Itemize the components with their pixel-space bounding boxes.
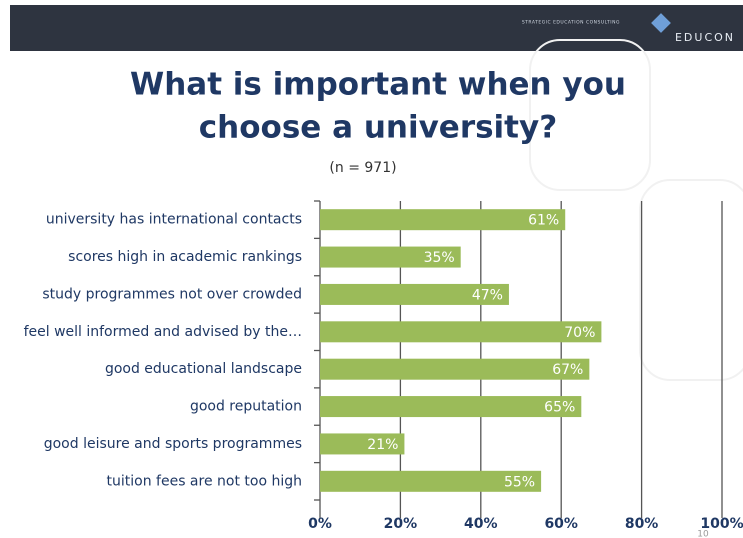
value-label: 47% (472, 287, 503, 303)
bar (320, 209, 566, 231)
y-tick-label: study programmes not over crowded (42, 286, 302, 302)
x-tick-label: 0% (308, 516, 332, 532)
y-tick-label: feel well informed and advised by the… (24, 324, 302, 340)
decor (639, 179, 743, 381)
y-tick-label: good leisure and sports programmes (44, 436, 302, 452)
bar (320, 358, 590, 380)
header-brand: EDUCON (675, 31, 735, 44)
x-tick-label: 20% (384, 516, 418, 532)
value-label: 65% (544, 400, 575, 416)
y-tick-label: scores high in academic rankings (68, 249, 302, 265)
chart-title: What is important when you (130, 67, 626, 103)
bar (320, 433, 405, 455)
x-tick-label: 80% (625, 516, 659, 532)
value-label: 70% (564, 325, 595, 341)
page-number: 10 (697, 530, 709, 538)
bar (320, 470, 542, 492)
y-tick-label: good reputation (190, 399, 302, 415)
header-bar (10, 5, 743, 51)
bar (320, 321, 602, 343)
decor (529, 39, 651, 191)
value-label: 35% (424, 250, 455, 266)
value-label: 67% (552, 362, 583, 378)
value-label: 61% (528, 213, 559, 229)
y-tick-label: tuition fees are not too high (107, 473, 302, 489)
x-tick-label: 40% (464, 516, 498, 532)
chart-subtitle: (n = 971) (329, 160, 396, 176)
y-tick-label: university has international contacts (46, 212, 302, 228)
value-label: 55% (504, 474, 535, 490)
bar (320, 283, 509, 305)
value-label: 21% (367, 437, 398, 453)
chart-title: choose a university? (199, 110, 557, 146)
header-tagline: STRATEGIC EDUCATION CONSULTING (522, 20, 620, 26)
x-tick-label: 100% (700, 516, 743, 532)
bar (320, 396, 582, 418)
bar (320, 246, 461, 268)
y-tick-label: good educational landscape (105, 361, 302, 377)
x-tick-label: 60% (544, 516, 578, 532)
